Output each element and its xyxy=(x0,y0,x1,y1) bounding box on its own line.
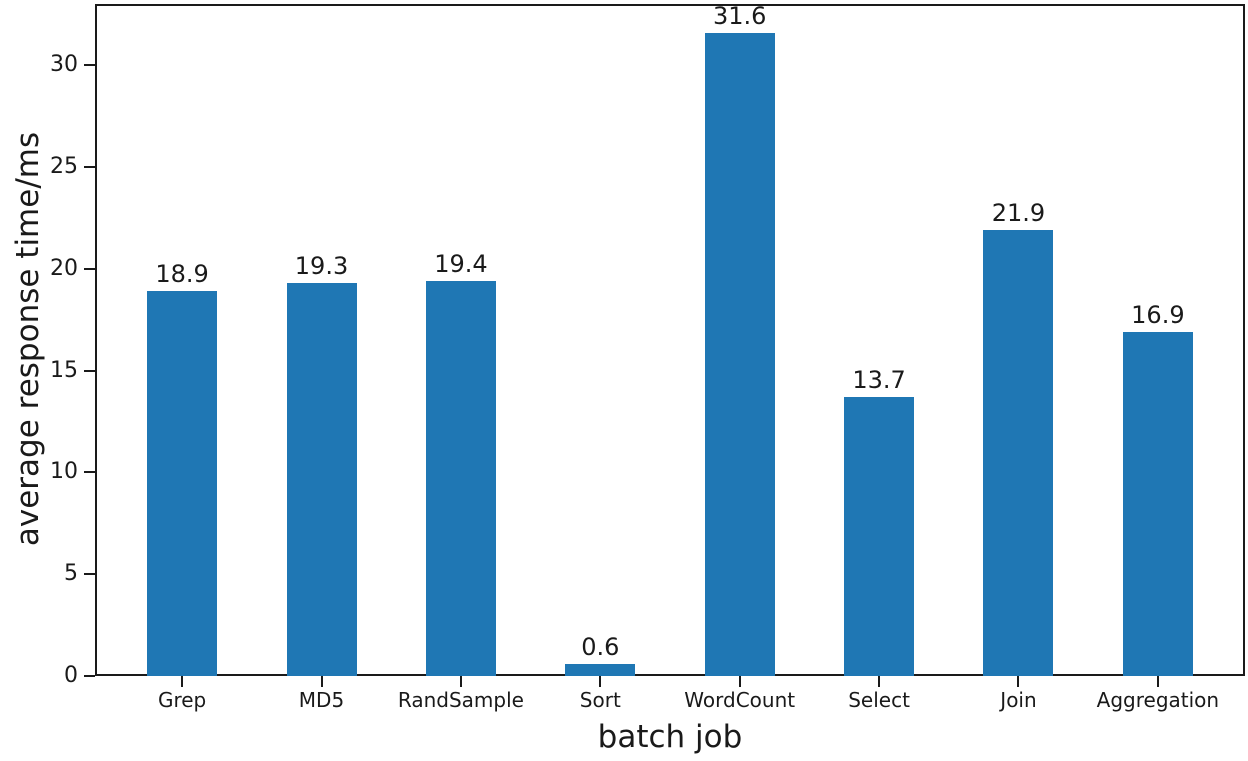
bar-value-label: 16.9 xyxy=(1131,300,1185,329)
bar xyxy=(983,230,1054,676)
y-tick-label: 10 xyxy=(50,459,78,485)
y-tick-mark xyxy=(84,471,95,474)
y-tick-label: 30 xyxy=(50,52,78,78)
x-tick-label: Join xyxy=(1000,688,1037,712)
bar-value-label: 0.6 xyxy=(581,632,620,661)
y-tick-mark xyxy=(84,165,95,168)
bar xyxy=(704,32,775,676)
bar-value-label: 13.7 xyxy=(852,366,906,395)
x-tick-mark xyxy=(320,676,323,687)
x-tick-mark xyxy=(459,676,462,687)
x-tick-mark xyxy=(878,676,881,687)
bar xyxy=(565,663,636,676)
bar-value-label: 31.6 xyxy=(712,1,767,30)
bar-value-label: 19.3 xyxy=(294,251,349,280)
y-tick-mark xyxy=(84,573,95,576)
x-tick-label: Sort xyxy=(579,688,621,712)
bar xyxy=(425,280,496,676)
bar-value-label: 18.9 xyxy=(155,260,209,289)
y-tick-label: 20 xyxy=(50,255,78,281)
x-tick-label: Aggregation xyxy=(1096,688,1220,712)
bar-value-label: 19.4 xyxy=(434,249,488,278)
y-tick-mark xyxy=(84,675,95,677)
x-tick-label: RandSample xyxy=(397,688,524,712)
x-axis-title: batch job xyxy=(597,719,743,755)
bar xyxy=(286,282,357,676)
y-tick-mark xyxy=(84,64,95,67)
y-tick-mark xyxy=(84,267,95,270)
y-tick-label: 25 xyxy=(50,153,78,179)
x-tick-mark xyxy=(181,676,184,687)
x-tick-label: Select xyxy=(848,688,910,712)
plot-area xyxy=(95,4,1245,676)
x-tick-label: MD5 xyxy=(298,688,345,712)
x-tick-mark xyxy=(1017,676,1020,687)
x-tick-label: WordCount xyxy=(684,688,796,712)
y-tick-label: 5 xyxy=(64,561,78,587)
x-tick-mark xyxy=(599,676,602,687)
bar xyxy=(147,291,218,676)
x-tick-mark xyxy=(1156,676,1159,687)
x-tick-mark xyxy=(738,676,741,687)
y-tick-label: 0 xyxy=(64,663,78,688)
bar xyxy=(1122,331,1193,676)
x-tick-label: Grep xyxy=(157,688,207,712)
y-tick-label: 15 xyxy=(50,357,78,383)
bar xyxy=(844,397,915,676)
bar-value-label: 21.9 xyxy=(991,199,1046,228)
y-tick-mark xyxy=(84,369,95,372)
